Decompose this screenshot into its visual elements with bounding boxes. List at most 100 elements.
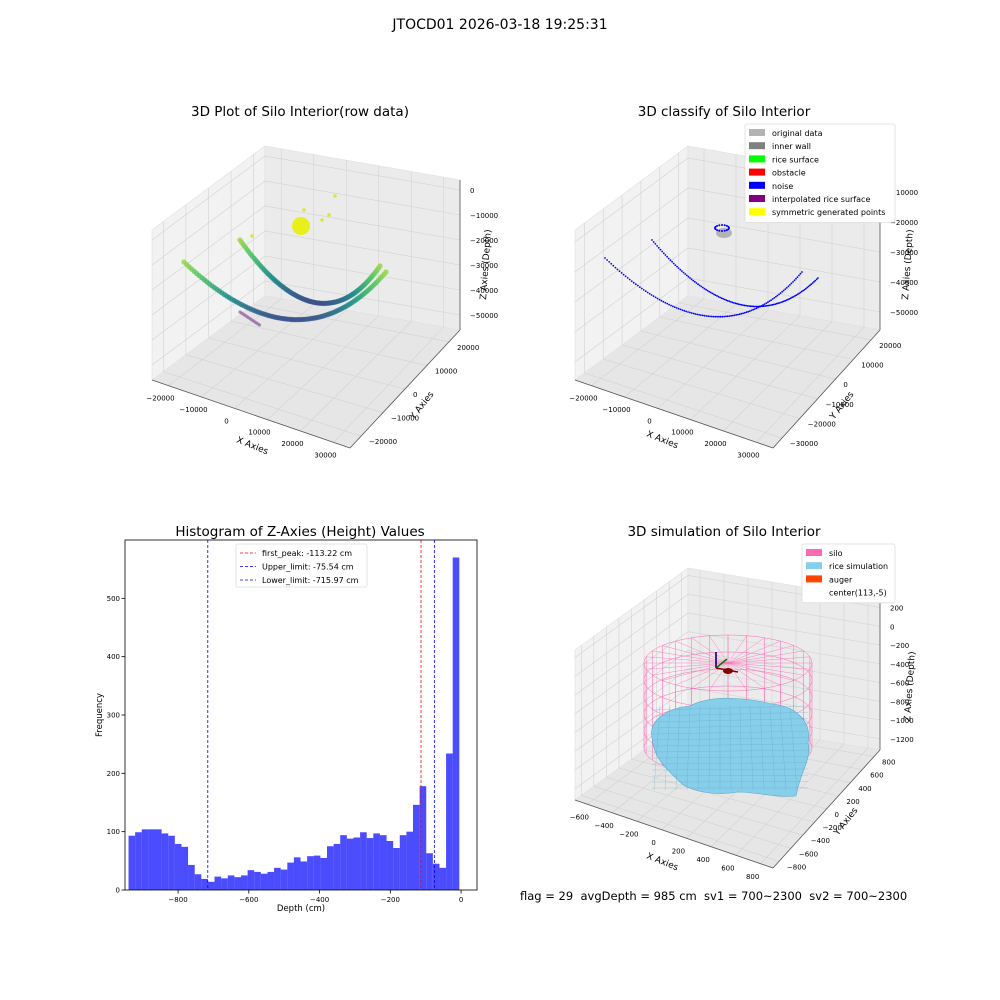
y-axis-line: [349, 329, 461, 449]
scatter-point: [710, 315, 713, 318]
grid-line: [659, 316, 854, 360]
x-tick-label: 30000: [314, 451, 336, 459]
scatter-point: [610, 262, 613, 265]
rice-mesh-line: [651, 731, 809, 735]
scatter-point: [730, 301, 732, 303]
y-tick-label: 20000: [879, 342, 901, 350]
histogram-bar: [260, 873, 268, 890]
histogram-bar: [360, 832, 367, 890]
scatter-point: [656, 245, 658, 247]
panel-title: 3D Plot of Silo Interior(row data): [191, 104, 409, 120]
legend-swatch: [749, 142, 765, 150]
rice-mesh-line: [779, 705, 787, 791]
rice-mesh-line: [651, 743, 809, 747]
x-tick-label: 600: [721, 864, 734, 872]
y-tick-label: −10000: [826, 401, 854, 409]
scatter-point: [802, 289, 805, 292]
grid-line: [606, 776, 803, 836]
x-tick-label: −800: [168, 896, 187, 904]
histogram-bar: [280, 869, 288, 890]
z-tick-label: −1000: [890, 717, 914, 725]
scatter-point: [738, 313, 741, 316]
scatter-point: [796, 276, 799, 278]
scatter-point: [673, 306, 676, 308]
3d-axes: −20000 −10000 0 10000 20000 30000 −20000 −10000…: [146, 145, 498, 459]
histogram-bar: [188, 864, 195, 890]
x-tick-label: 0: [647, 417, 651, 425]
grid-line: [657, 309, 769, 409]
scatter-point: [638, 286, 641, 288]
y-tick-label: 10000: [435, 367, 457, 375]
x-axis-label: Depth (cm): [277, 904, 325, 914]
scatter-point: [718, 315, 720, 318]
x-tick-label: 400: [696, 856, 709, 864]
scatter-point: [740, 303, 743, 306]
scatter-point: [667, 257, 670, 260]
z-tick-label: 200: [890, 605, 903, 613]
scatter-point: [799, 291, 802, 294]
scatter-point: [700, 285, 703, 288]
scatter-point: [747, 310, 750, 313]
scatter-point: [689, 277, 691, 279]
scatter-point: [660, 299, 663, 302]
scatter-point: [789, 284, 791, 286]
rice-mesh-line: [749, 705, 754, 791]
scatter-point: [731, 301, 734, 304]
scatter-point: [700, 314, 702, 316]
grid-line: [574, 593, 881, 677]
scatter-point: [734, 302, 737, 305]
scatter-point: [652, 241, 655, 243]
histogram-bar: [181, 846, 189, 890]
histogram-bar: [155, 829, 162, 890]
histogram-bar: [161, 833, 169, 890]
silo-wire: [727, 637, 765, 664]
scatter-point: [785, 286, 788, 289]
histogram-bar: [128, 835, 136, 890]
scatter-point: [735, 314, 738, 316]
legend-label: Upper_limit: -75.54 cm: [262, 563, 354, 572]
x-axis-line: [574, 379, 774, 449]
x-tick-label: −10000: [602, 406, 630, 414]
histogram-bar: [327, 846, 334, 890]
silo-wire: [643, 634, 813, 692]
panel-title: 3D classify of Silo Interior: [638, 104, 811, 120]
grid-line: [574, 247, 881, 333]
scatter-point: [817, 277, 819, 279]
rice-mesh-line: [651, 768, 809, 771]
rice-mesh-line: [651, 737, 809, 741]
z-tick-label: −800: [890, 698, 909, 706]
z-tick-label: 0: [470, 187, 474, 195]
grid-line: [581, 795, 780, 862]
scatter-point: [717, 295, 720, 298]
legend-swatch: [749, 195, 765, 202]
scatter-point: [714, 315, 717, 318]
scatter-point: [773, 297, 776, 299]
scatter-point: [608, 261, 611, 263]
scatter-point: [719, 296, 721, 299]
scatter-point: [652, 295, 655, 298]
silo-wire: [691, 662, 729, 689]
scatter-point: [785, 299, 788, 302]
scatter-point: [794, 295, 796, 297]
scatter-point: [765, 304, 768, 307]
scatter-point: [661, 250, 663, 253]
panel-3d-simulation: 3D simulation of Silo Interior −600−400−…: [570, 524, 918, 881]
histogram-bar: [426, 853, 433, 890]
histogram-bar: [207, 881, 215, 890]
histogram-bar: [340, 835, 347, 890]
histogram-bar: [247, 870, 255, 890]
scatter-point: [737, 313, 739, 316]
scatter-point: [703, 287, 706, 290]
panel-title: Histogram of Z-Axies (Height) Values: [175, 524, 424, 540]
legend-label: obstacle: [772, 169, 806, 178]
histogram-bar: [194, 874, 202, 890]
scatter-point: [743, 311, 746, 314]
histogram-bar: [254, 871, 261, 890]
scatter-point: [720, 297, 723, 300]
scatter-point: [745, 304, 747, 307]
scatter-point: [792, 295, 795, 298]
scatter-point: [672, 262, 675, 265]
histogram-bar: [148, 829, 155, 890]
grid-line: [574, 650, 881, 733]
scatter-point: [750, 309, 753, 312]
